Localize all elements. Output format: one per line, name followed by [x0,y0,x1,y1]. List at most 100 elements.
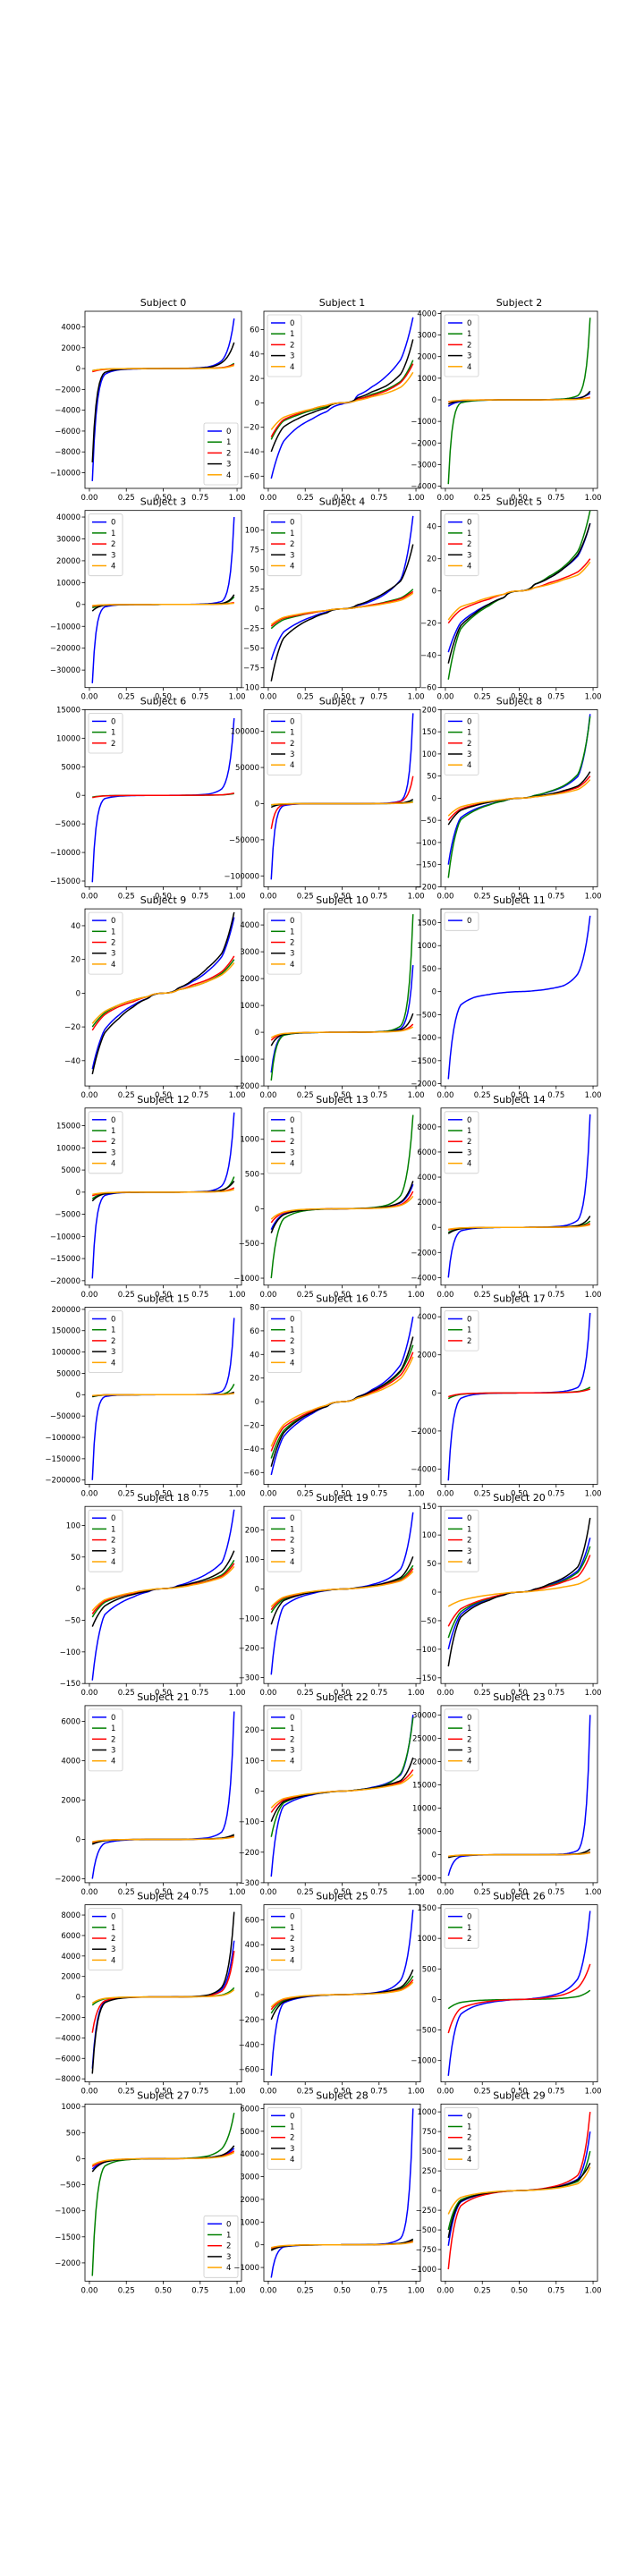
y-tick-label: −250 [416,2207,436,2216]
subplot-title: Subject 26 [493,1891,546,1902]
y-tick-label: −4000 [411,1274,436,1283]
x-tick-label: 0.00 [436,494,453,503]
x-tick-label: 0.75 [191,2286,208,2295]
x-tick-label: 0.00 [80,2286,97,2295]
legend-label: 2 [290,939,294,948]
legend-box [88,1908,123,1971]
y-tick-label: −1000 [411,418,436,427]
legend-label: 3 [111,551,115,560]
y-tick-label: −500 [416,1011,436,1020]
y-tick-label: 4000 [240,921,259,930]
legend-label: 2 [467,1537,471,1546]
y-tick-label: −1000 [411,2057,436,2066]
y-tick-label: 2000 [61,1973,80,1982]
x-tick-label: 0.00 [436,892,453,901]
y-tick-label: 2000 [240,975,259,984]
x-tick-label: 1.00 [585,1888,602,1897]
x-tick-label: 0.50 [155,2088,172,2097]
axes-frame [84,510,242,689]
legend-label: 4 [467,563,471,572]
axes-frame [440,908,598,1087]
y-tick-label: 0 [432,1389,436,1398]
x-tick-label: 0.50 [155,1689,172,1698]
legend-label: 1 [290,729,294,738]
x-tick-label: 0.50 [511,2286,528,2295]
y-tick-label: 60 [250,1327,259,1336]
legend-label: 1 [467,330,471,339]
subplot-6: Subject 6 0.00 0.25 0.50 0.75 1.00 −15000 −1000… [50,695,246,901]
y-tick-label: 100000 [231,728,259,737]
y-tick-label: 1500 [417,1904,436,1913]
legend-label: 0 [290,1514,294,1523]
legend-label: 4 [467,1558,471,1567]
legend-label: 2 [467,2134,471,2143]
y-tick-label: 500 [422,1965,436,1974]
subplot-title: Subject 12 [137,1094,190,1106]
subplot-title: Subject 2 [496,297,543,309]
legend-label: 0 [467,1514,471,1523]
x-tick-label: 0.25 [297,693,314,702]
y-tick-label: 2000 [61,344,80,353]
x-tick-label: 0.50 [155,892,172,901]
x-tick-label: 0.75 [370,2088,387,2097]
y-tick-label: −2000 [55,1876,80,1885]
x-tick-label: 0.25 [118,2286,135,2295]
x-tick-label: 0.25 [474,1091,491,1100]
x-tick-label: 0.75 [547,1888,564,1897]
legend-box [88,713,123,754]
series-line-4 [92,1189,234,1196]
y-tick-label: −100 [239,1615,259,1624]
x-tick-label: 0.25 [474,693,491,702]
x-tick-label: 0.25 [118,1490,135,1499]
series-line-4 [447,779,591,817]
y-tick-label: 500 [66,2129,80,2138]
x-tick-label: 0.25 [474,1689,491,1698]
y-tick-label: 10000 [56,1144,80,1153]
legend-label: 2 [111,1537,115,1546]
legend-label: 2 [467,1735,471,1744]
y-tick-label: −1000 [411,2266,436,2275]
legend-label: 1 [467,1525,471,1534]
legend-box [88,1111,123,1174]
y-tick-label: 400 [245,1941,259,1950]
x-tick-label: 0.00 [436,1888,453,1897]
axes-frame [263,510,421,689]
legend-label: 0 [111,519,115,528]
subplot-28: Subject 28 0.00 0.25 0.50 0.75 1.00 −1000 0 1000… [233,2089,424,2295]
legend-label: 2 [111,1935,115,1944]
legend-label: 1 [111,1127,115,1136]
legend-label: 1 [111,1326,115,1335]
x-tick-label: 0.50 [334,2286,351,2295]
y-tick-label: −40 [243,448,259,457]
y-tick-label: 0 [76,601,80,610]
y-tick-label: 0 [255,1586,259,1595]
y-tick-label: 6000 [240,2105,259,2114]
subplot-1: Subject 1 0.00 0.25 0.50 0.75 1.00 −60 −40 −20 0 2… [243,297,424,503]
y-tick-label: −1000 [233,1055,259,1064]
legend-label: 3 [290,551,294,560]
subplot-title: Subject 13 [316,1094,369,1106]
x-tick-label: 0.75 [547,1091,564,1100]
legend-label: 2 [290,341,294,350]
subplot-title: Subject 21 [137,1691,190,1703]
legend-label: 3 [111,950,115,959]
y-tick-label: 50 [427,1560,436,1569]
y-tick-label: 200 [422,706,436,715]
y-tick-label: 3000 [240,948,259,957]
x-tick-label: 1.00 [408,2286,425,2295]
legend-label: 3 [290,1547,294,1556]
x-tick-label: 0.75 [191,1091,208,1100]
legend-label: 1 [290,1326,294,1335]
legend-label: 2 [111,540,115,549]
legend-label: 1 [290,530,294,538]
y-tick-label: 5000 [61,1166,80,1175]
legend-label: 0 [290,1714,294,1723]
y-tick-label: −150 [60,1680,80,1689]
y-tick-label: 0 [255,2241,259,2250]
legend-label: 3 [467,1547,471,1556]
